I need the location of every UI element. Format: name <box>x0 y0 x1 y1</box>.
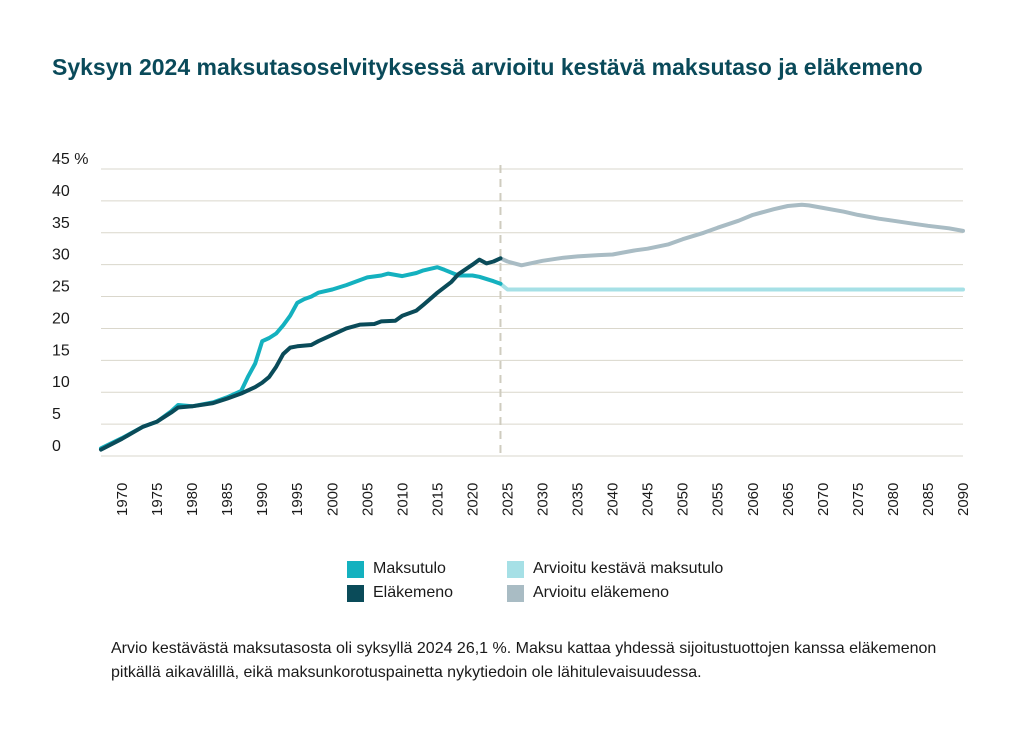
legend-label: Maksutulo <box>373 560 446 577</box>
x-tick-label: 1995 <box>289 483 306 516</box>
legend-label: Arvioitu kestävä maksutulo <box>533 560 724 577</box>
legend-left: Maksutulo Eläkemeno <box>347 557 453 605</box>
legend-label: Arvioitu eläkemeno <box>533 584 670 601</box>
legend-item-elakemeno: Eläkemeno <box>347 581 453 605</box>
y-tick-label: 40 <box>52 183 70 200</box>
x-tick-label: 2015 <box>429 483 446 516</box>
y-tick-label: 35 <box>52 215 70 232</box>
legend-item-arvioitu-maksutulo: Arvioitu kestävä maksutulo <box>507 557 723 581</box>
legend-item-maksutulo: Maksutulo <box>347 557 453 581</box>
x-tick-label: 1990 <box>254 483 271 516</box>
y-tick-label: 15 <box>52 342 70 359</box>
x-tick-label: 2060 <box>745 483 762 516</box>
x-tick-label: 2010 <box>394 483 411 516</box>
x-tick-label: 2085 <box>920 483 937 516</box>
legend-label: Eläkemeno <box>373 584 454 601</box>
legend-right: Arvioitu kestävä maksutulo Arvioitu eläk… <box>507 557 723 605</box>
x-tick-label: 2075 <box>850 483 867 516</box>
series-line-3 <box>498 202 965 268</box>
x-tick-label: 1970 <box>114 483 131 516</box>
y-axis-tick-labels: 0 5 10 15 20 25 30 35 40 45 % <box>52 151 88 455</box>
x-tick-label: 2045 <box>640 483 657 516</box>
x-tick-label: 2030 <box>535 483 552 516</box>
x-tick-label: 2070 <box>815 483 832 516</box>
x-tick-label: 2005 <box>359 483 376 516</box>
series-line-1 <box>99 256 503 452</box>
y-tick-label: 45 % <box>52 151 88 168</box>
y-tick-label: 5 <box>52 406 61 423</box>
legend-swatch <box>507 560 524 578</box>
y-tick-label: 25 <box>52 279 70 296</box>
x-tick-label: 2065 <box>780 483 797 516</box>
y-tick-label: 30 <box>52 247 70 264</box>
chart-title: Syksyn 2024 maksutasoselvityksessä arvio… <box>52 54 923 80</box>
x-tick-label: 2050 <box>675 483 692 516</box>
legend-item-arvioitu-elakemeno: Arvioitu eläkemeno <box>507 581 723 605</box>
legend-swatch <box>507 584 524 602</box>
legend-swatch <box>347 560 364 578</box>
x-tick-label: 2000 <box>324 483 341 516</box>
series-line-2 <box>498 281 965 292</box>
legend-swatch <box>347 584 364 602</box>
y-tick-label: 0 <box>52 438 61 455</box>
x-tick-label: 2090 <box>955 483 972 516</box>
series-lines <box>99 202 965 452</box>
x-tick-label: 2035 <box>570 483 587 516</box>
footnote: Arvio kestävästä maksutasosta oli syksyl… <box>111 640 937 681</box>
x-tick-label: 2055 <box>710 483 727 516</box>
x-tick-label: 2080 <box>885 483 902 516</box>
y-tick-label: 20 <box>52 310 70 327</box>
x-tick-label: 1985 <box>219 483 236 516</box>
x-tick-label: 1980 <box>184 483 201 516</box>
x-tick-label: 1975 <box>149 483 166 516</box>
x-axis-tick-labels: 1970 1975 1980 1985 1990 1995 2000 2005 2010 2015… <box>114 483 972 516</box>
x-tick-label: 2025 <box>499 483 516 516</box>
x-tick-label: 2040 <box>605 483 622 516</box>
y-tick-label: 10 <box>52 374 70 391</box>
x-tick-label: 2020 <box>464 483 481 516</box>
grid-lines <box>101 168 963 457</box>
